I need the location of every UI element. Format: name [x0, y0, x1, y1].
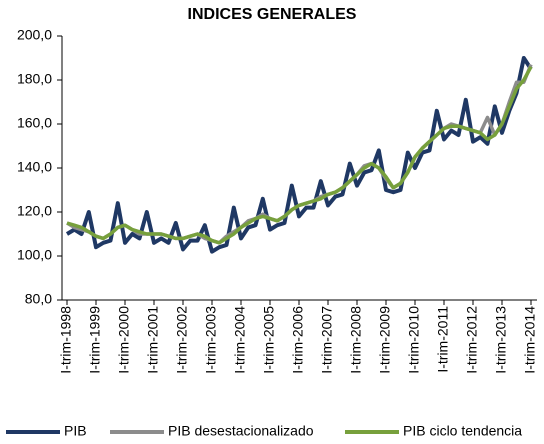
x-tick-label: I-trim-2000	[116, 306, 132, 374]
x-tick-label: I-trim-2008	[348, 306, 364, 374]
legend-label: PIB desestacionalizado	[168, 423, 314, 439]
y-tick-label: 120,0	[17, 203, 52, 219]
y-tick-label: 180,0	[17, 71, 52, 87]
y-tick-label: 100,0	[17, 247, 52, 263]
x-tick-label: I-trim-2007	[319, 306, 335, 374]
x-tick-label: I-trim-1999	[87, 306, 103, 374]
x-tick-label: I-trim-2005	[261, 306, 277, 374]
chart-title: INDICES GENERALES	[188, 6, 357, 23]
y-tick-label: 80,0	[25, 291, 52, 307]
y-tick-label: 140,0	[17, 159, 52, 175]
x-tick-label: I-trim-2009	[377, 306, 393, 374]
x-tick-label: I-trim-2012	[464, 306, 480, 374]
x-tick-label: I-trim-2014	[522, 306, 538, 374]
legend-label: PIB	[64, 423, 87, 439]
x-tick-label: I-trim-2003	[203, 306, 219, 374]
series-line	[65, 56, 533, 254]
legend-label: PIB ciclo tendencia	[403, 423, 522, 439]
x-tick-label: I-trim-2006	[290, 306, 306, 374]
x-tick-label: I-trim-2001	[145, 306, 161, 374]
y-tick-label: 160,0	[17, 115, 52, 131]
x-tick-label: I-trim-2010	[406, 306, 422, 374]
x-tick-label: I-trim-1998	[58, 306, 74, 374]
series-line	[66, 65, 533, 245]
y-tick-label: 200,0	[17, 27, 52, 43]
x-tick-label: I-trim-2002	[174, 306, 190, 374]
x-tick-label: I-trim-2013	[493, 306, 509, 374]
x-tick-label: I-trim-2004	[232, 306, 248, 374]
x-tick-label: I-trim-2011	[435, 306, 451, 373]
